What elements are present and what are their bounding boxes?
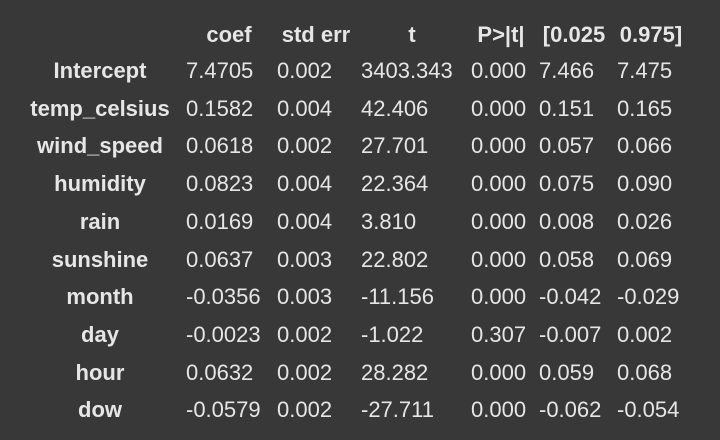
table-cell: 0.058 — [539, 246, 595, 272]
table-cell: 0.000 — [471, 133, 527, 159]
table-cell: 0.004 — [277, 171, 333, 197]
table-cell: 0.066 — [617, 133, 673, 159]
table-cell: 0.069 — [617, 246, 673, 272]
row-label: day — [81, 321, 119, 347]
table-cell: 0.075 — [539, 171, 595, 197]
row-label: sunshine — [51, 246, 149, 272]
row-label: Intercept — [53, 58, 147, 83]
row-label: month — [66, 284, 134, 310]
table-cell: 0.1582 — [186, 95, 254, 121]
table-cell: 0.068 — [617, 359, 673, 385]
table-cell: 3403.343 — [361, 58, 453, 83]
row-label: wind_speed — [37, 133, 163, 159]
row-label: dow — [78, 397, 122, 423]
table-cell: 0.000 — [471, 58, 527, 83]
table-cell: 0.004 — [277, 208, 333, 234]
table-cell: -1.022 — [361, 321, 424, 347]
table-cell: -27.711 — [361, 397, 434, 423]
table-cell: 0.057 — [539, 133, 595, 159]
table-cell: 42.406 — [361, 95, 429, 121]
table-cell: -0.029 — [617, 284, 680, 310]
table-cell: 0.0632 — [186, 359, 254, 385]
table-cell: 0.165 — [617, 95, 673, 121]
table-cell: 0.004 — [277, 95, 333, 121]
table-cell: 7.475 — [617, 58, 673, 83]
table-cell: 22.802 — [361, 246, 429, 272]
row-label: hour — [75, 359, 125, 385]
table-cell: 0.0823 — [186, 171, 254, 197]
row-label: temp_celsius — [30, 95, 170, 121]
table-cell: -0.062 — [539, 397, 602, 423]
table-cell: 0.0618 — [186, 133, 254, 159]
table-cell: 0.002 — [277, 321, 333, 347]
table-cell: 0.307 — [471, 321, 527, 347]
column-header: t — [408, 22, 416, 47]
table-cell: 0.002 — [277, 359, 333, 385]
table-cell: -0.054 — [617, 397, 680, 423]
table-cell: 0.002 — [277, 58, 333, 83]
table-cell: -0.0356 — [186, 284, 261, 310]
table-cell: 0.003 — [277, 284, 333, 310]
table-cell: 0.090 — [617, 171, 673, 197]
table-cell: 0.000 — [471, 246, 527, 272]
table-cell: -0.0023 — [186, 321, 261, 347]
table-cell: 0.000 — [471, 171, 527, 197]
table-cell: 0.0637 — [186, 246, 254, 272]
table-cell: 0.003 — [277, 246, 333, 272]
column-header: std err — [281, 22, 351, 47]
row-label: rain — [79, 208, 121, 234]
table-cell: 0.002 — [277, 133, 333, 159]
table-cell: 0.026 — [617, 208, 673, 234]
column-header: coef — [206, 22, 252, 47]
row-label: humidity — [54, 171, 146, 197]
table-cell: 0.000 — [471, 397, 527, 423]
table-cell: 0.000 — [471, 208, 527, 234]
column-header: [0.025 — [542, 22, 606, 47]
table-cell: 28.282 — [361, 359, 429, 385]
column-header: P>|t| — [477, 22, 525, 47]
table-cell: 7.466 — [539, 58, 595, 83]
column-header: 0.975] — [619, 22, 683, 47]
table-cell: -0.007 — [539, 321, 602, 347]
table-cell: -0.0579 — [186, 397, 261, 423]
table-cell: 0.008 — [539, 208, 595, 234]
table-cell: 3.810 — [361, 208, 417, 234]
table-cell: 0.0169 — [186, 208, 254, 234]
table-cell: 27.701 — [361, 133, 429, 159]
table-cell: 0.000 — [471, 359, 527, 385]
table-cell: 7.4705 — [186, 58, 254, 83]
table-cell: -0.042 — [539, 284, 602, 310]
table-cell: 0.059 — [539, 359, 595, 385]
table-cell: 0.000 — [471, 284, 527, 310]
table-cell: 0.002 — [277, 397, 333, 423]
table-cell: 22.364 — [361, 171, 429, 197]
table-cell: 0.002 — [617, 321, 673, 347]
table-cell: 0.000 — [471, 95, 527, 121]
table-cell: -11.156 — [361, 284, 434, 310]
table-cell: 0.151 — [539, 95, 595, 121]
